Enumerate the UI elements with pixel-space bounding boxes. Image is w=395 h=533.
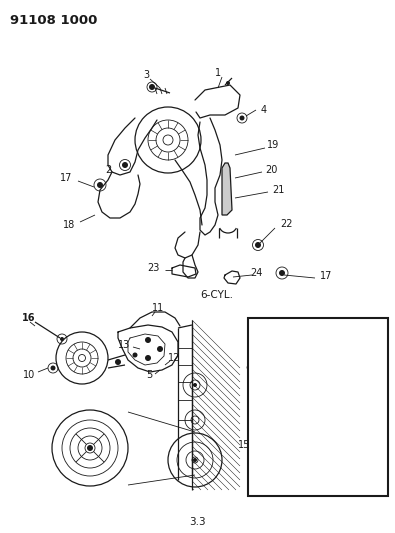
Polygon shape (336, 345, 348, 465)
Text: 9: 9 (355, 440, 361, 450)
Text: 11: 11 (152, 303, 164, 313)
Circle shape (226, 81, 230, 85)
Text: 23: 23 (148, 263, 160, 273)
Circle shape (60, 337, 64, 341)
Circle shape (149, 84, 155, 90)
Circle shape (157, 346, 163, 352)
Text: 5: 5 (146, 370, 152, 380)
Text: 20: 20 (265, 165, 277, 175)
Text: 21: 21 (272, 185, 284, 195)
Text: 13: 13 (118, 340, 130, 350)
Text: 19: 19 (267, 140, 279, 150)
Polygon shape (222, 163, 232, 215)
Circle shape (279, 270, 285, 276)
Text: 22: 22 (280, 219, 293, 229)
Circle shape (280, 366, 284, 370)
Polygon shape (260, 342, 272, 465)
Circle shape (193, 383, 197, 387)
Text: 1: 1 (215, 68, 221, 78)
Text: 16: 16 (22, 313, 36, 323)
Circle shape (145, 355, 151, 361)
Text: 4: 4 (261, 105, 267, 115)
Text: 5: 5 (352, 347, 358, 357)
Text: 24: 24 (250, 268, 262, 278)
Circle shape (324, 387, 329, 392)
Circle shape (87, 445, 93, 451)
Circle shape (193, 458, 197, 462)
Text: 17: 17 (60, 173, 72, 183)
Text: 7: 7 (246, 410, 252, 420)
Circle shape (324, 366, 329, 370)
Text: 14: 14 (290, 327, 302, 337)
Circle shape (97, 182, 103, 188)
Text: 6: 6 (355, 365, 361, 375)
Text: 9: 9 (246, 365, 252, 375)
Circle shape (280, 408, 284, 413)
Text: 17: 17 (320, 271, 332, 281)
Text: 2: 2 (106, 165, 112, 175)
Text: 15: 15 (238, 440, 250, 450)
Circle shape (324, 430, 329, 434)
Text: 12: 12 (168, 353, 181, 363)
Text: 6-CYL.: 6-CYL. (200, 290, 233, 300)
Text: 91108 1000: 91108 1000 (10, 14, 98, 27)
Circle shape (239, 116, 245, 120)
Circle shape (51, 366, 56, 370)
Bar (248, 318, 388, 496)
Circle shape (115, 359, 121, 365)
Circle shape (132, 352, 137, 358)
Text: 3.3: 3.3 (189, 517, 205, 527)
Circle shape (122, 162, 128, 168)
Text: 8: 8 (248, 347, 254, 357)
Text: 3: 3 (143, 70, 149, 80)
Text: 10: 10 (23, 370, 35, 380)
Circle shape (324, 408, 329, 413)
Circle shape (145, 337, 151, 343)
Text: 18: 18 (63, 220, 75, 230)
Circle shape (255, 242, 261, 248)
Circle shape (280, 387, 284, 392)
Circle shape (280, 430, 284, 434)
